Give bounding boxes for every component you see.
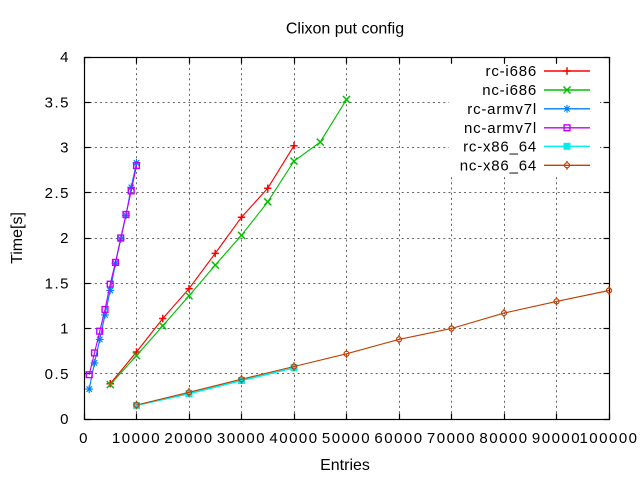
svg-text:rc-x86_64: rc-x86_64	[463, 138, 537, 155]
svg-text:Clixon put config: Clixon put config	[286, 21, 404, 38]
svg-text:50000: 50000	[322, 430, 371, 447]
svg-text:3: 3	[60, 140, 70, 157]
svg-text:nc-armv7l: nc-armv7l	[464, 120, 537, 137]
svg-text:4: 4	[60, 49, 70, 66]
svg-text:rc-armv7l: rc-armv7l	[467, 101, 537, 118]
svg-text:60000: 60000	[374, 430, 423, 447]
svg-text:Entries: Entries	[320, 457, 370, 474]
svg-text:Time[s]: Time[s]	[9, 212, 26, 264]
svg-text:1.5: 1.5	[45, 275, 70, 292]
svg-text:10000: 10000	[112, 430, 161, 447]
svg-text:rc-i686: rc-i686	[486, 63, 537, 80]
svg-text:90000: 90000	[532, 430, 581, 447]
svg-text:40000: 40000	[269, 430, 318, 447]
svg-text:2: 2	[60, 230, 70, 247]
svg-text:2.5: 2.5	[45, 185, 70, 202]
svg-text:1: 1	[60, 321, 70, 338]
svg-text:70000: 70000	[427, 430, 476, 447]
svg-text:20000: 20000	[164, 430, 213, 447]
svg-text:0.5: 0.5	[45, 366, 70, 383]
svg-text:nc-x86_64: nc-x86_64	[460, 157, 537, 174]
svg-text:100000: 100000	[579, 430, 638, 447]
svg-text:3.5: 3.5	[45, 94, 70, 111]
svg-text:0: 0	[79, 430, 89, 447]
svg-text:nc-i686: nc-i686	[482, 82, 537, 99]
svg-text:30000: 30000	[217, 430, 266, 447]
svg-text:0: 0	[60, 411, 70, 428]
svg-text:80000: 80000	[479, 430, 528, 447]
